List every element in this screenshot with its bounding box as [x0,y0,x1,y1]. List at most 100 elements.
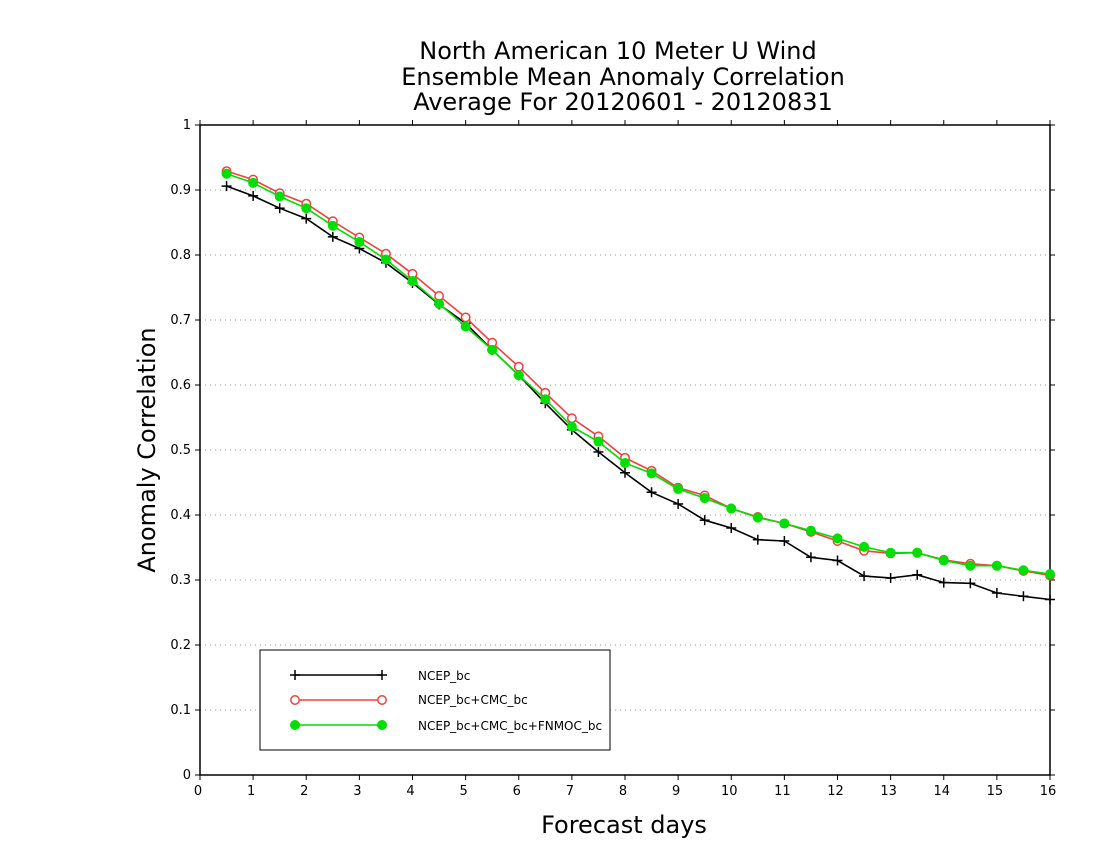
y-tick-label: 0.3 [170,573,191,588]
series-2-point [460,321,471,332]
series-2-point [248,177,259,188]
series-2-point [726,503,737,514]
y-tick-label: 0.6 [170,378,191,393]
x-tick-label: 0 [194,784,202,799]
legend-label-ncep-cmc-fnmoc: NCEP_bc+CMC_bc+FNMOC_bc [418,719,602,733]
series-0-point [912,569,923,580]
legend-sample-0 [290,670,387,680]
y-tick-label: 0.1 [170,703,191,718]
y-tick-label: 0.2 [170,638,191,653]
legend-sample-marker [377,720,387,730]
legend-sample-2 [290,720,387,730]
x-tick-label: 3 [353,784,361,799]
series-2-line [226,173,1051,575]
legend-label-ncep-cmc: NCEP_bc+CMC_bc [418,693,528,707]
series-0-point [965,578,976,589]
series-1 [221,166,1055,581]
series-0-point [248,190,259,201]
series-2-point [487,344,498,355]
series-0-point [1045,594,1055,605]
x-tick-label: 16 [1040,784,1057,799]
series-2-point [912,547,923,558]
series-2-point [938,555,949,566]
y-tick-label: 0.4 [170,508,191,523]
x-tick-label: 13 [880,784,897,799]
series-2-point [1045,569,1055,580]
series-2-point [380,254,391,265]
grid-lines [200,189,1050,711]
chart-title-line-3: Average For 20120601 - 20120831 [413,88,833,116]
series-2-point [991,560,1002,571]
series-2-point [566,421,577,432]
chart-title-line-1: North American 10 Meter U Wind [419,37,816,65]
x-tick-label: 6 [513,784,521,799]
series-2-point [859,541,870,552]
series-2 [221,168,1055,580]
series-0-point [699,515,710,526]
x-tick-label: 5 [459,784,467,799]
y-tick-label: 0 [183,768,191,783]
legend-sample-marker [377,695,387,705]
series-2-point [274,191,285,202]
series-2-point [699,493,710,504]
series-0-point [593,446,604,457]
series-0-line [226,185,1051,601]
series-0-point [673,498,684,509]
legend-sample-marker [290,720,300,730]
x-axis-label: Forecast days [541,811,707,839]
series-1-point [460,312,471,323]
series-0-point [620,467,630,478]
series-0-point [1018,591,1029,602]
series-1-point [566,413,577,424]
x-tick-label: 11 [774,784,791,799]
x-tick-label: 2 [300,784,308,799]
x-tick-label: 1 [247,784,255,799]
series-2-point [221,168,232,179]
series-0-point [832,555,843,566]
series-0-point [805,552,816,563]
series-2-point [1018,565,1029,576]
y-axis-label: Anomaly Correlation [133,327,161,572]
y-tick-label: 0.7 [170,313,191,328]
y-tick-label: 1 [183,118,191,133]
x-tick-label: 15 [987,784,1004,799]
series-0-point [938,577,949,588]
series-2-point [407,276,418,286]
x-tick-label: 7 [566,784,574,799]
series-0-point [646,487,657,498]
series-0-point [991,588,1002,598]
series-2-point [540,394,551,405]
x-tick-label: 8 [619,784,627,799]
series-group [221,166,1055,605]
x-tick-label: 10 [721,784,738,799]
series-2-point [885,547,896,558]
legend: NCEP_bc NCEP_bc+CMC_bc NCEP_bc+CMC_bc+FN… [259,649,611,751]
x-tick-label: 4 [406,784,414,799]
x-tick-label: 14 [933,784,950,799]
y-tick-label: 0.8 [170,248,191,263]
series-0-point [779,536,790,546]
x-tick-label: 9 [672,784,680,799]
series-0-point [859,571,870,582]
series-0-point [221,181,232,192]
chart-title-line-2: Ensemble Mean Anomaly Correlation [401,63,845,91]
axes: 00.10.20.30.40.50.60.70.80.910 1 2 3 4 5 6 7 8 9 1… [170,118,1056,799]
legend-label-ncep-bc: NCEP_bc [418,669,470,683]
series-1-point [513,361,524,372]
legend-sample-marker [377,670,387,680]
series-2-point [832,533,843,544]
series-0-point [885,573,896,584]
series-2-point [513,370,524,381]
series-0-point [752,534,763,545]
y-tick-label: 0.9 [170,183,191,198]
y-tick-label: 0.5 [170,443,191,458]
series-2-point [965,560,976,571]
series-2-point [327,220,338,231]
series-2-point [434,298,445,309]
series-2-point [354,237,365,247]
series-2-point [593,436,604,447]
legend-samples [290,670,387,730]
series-0 [221,181,1055,605]
series-2-point [805,525,816,536]
series-2-point [301,203,312,214]
